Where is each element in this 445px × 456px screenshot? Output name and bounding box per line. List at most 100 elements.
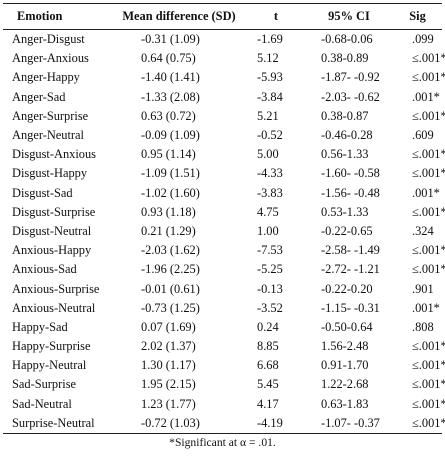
cell-t: 0.24	[257, 319, 279, 334]
cell-emotion: Disgust-Neutral	[12, 223, 92, 238]
cell-sig: ≤.001*	[412, 204, 445, 219]
header-t: t	[247, 3, 305, 30]
cell-ci: 1.56-2.48	[321, 339, 369, 354]
cell-t: -3.83	[257, 185, 283, 200]
cell-sig: ≤.001*	[412, 108, 445, 123]
table-row: Anxious-Sad -1.96 (2.25) -5.25 -2.72- -1.21…	[3, 260, 445, 279]
cell-mean-difference: 0.64 (0.75)	[141, 51, 196, 66]
cell-sig: ≤.001*	[412, 243, 445, 258]
cell-emotion: Disgust-Happy	[12, 166, 88, 181]
cell-mean-difference: 0.63 (0.72)	[141, 108, 196, 123]
cell-sig: ≤.001*	[412, 396, 445, 411]
cell-emotion: Happy-Sad	[12, 319, 68, 334]
cell-ci: -0.68-0.06	[321, 32, 373, 47]
cell-emotion: Sad-Neutral	[12, 396, 72, 411]
cell-emotion: Anxious-Neutral	[12, 300, 96, 315]
cell-sig: .001*	[412, 89, 440, 104]
cell-sig: ≤.001*	[412, 262, 445, 277]
cell-t: 6.68	[257, 358, 279, 373]
cell-ci: -2.72- -1.21	[321, 262, 380, 277]
cell-emotion: Anger-Disgust	[12, 32, 85, 47]
table-row: Anxious-Happy -2.03 (1.62) -7.53 -2.58- -1.…	[3, 241, 445, 260]
cell-emotion: Anger-Surprise	[12, 108, 89, 123]
cell-sig: .324	[412, 223, 434, 238]
cell-t: -0.13	[257, 281, 283, 296]
header-emotion: Emotion	[3, 3, 111, 30]
cell-sig: ≤.001*	[412, 339, 445, 354]
table-row: Disgust-Happy -1.09 (1.51) -4.33 -1.60- -0.…	[3, 164, 445, 183]
comparison-table: Emotion Mean difference (SD) t 95% CI Si…	[3, 3, 445, 434]
cell-mean-difference: -0.73 (1.25)	[141, 300, 200, 315]
cell-ci: 1.22-2.68	[321, 377, 369, 392]
cell-t: 5.12	[257, 51, 279, 66]
table-row: Disgust-Surprise 0.93 (1.18) 4.75 0.53-1.33…	[3, 203, 445, 222]
cell-mean-difference: 1.95 (2.15)	[141, 377, 196, 392]
cell-t: -3.84	[257, 89, 283, 104]
cell-ci: 0.63-1.83	[321, 396, 369, 411]
cell-t: -7.53	[257, 243, 283, 258]
cell-ci: -2.03- -0.62	[321, 89, 380, 104]
cell-mean-difference: -0.31 (1.09)	[141, 32, 200, 47]
cell-mean-difference: 0.07 (1.69)	[141, 319, 196, 334]
cell-ci: 0.91-1.70	[321, 358, 369, 373]
cell-sig: .901	[412, 281, 434, 296]
cell-ci: -1.15- -0.31	[321, 300, 380, 315]
table-row: Happy-Neutral 1.30 (1.17) 6.68 0.91-1.70 ≤.0…	[3, 356, 445, 375]
cell-mean-difference: 0.93 (1.18)	[141, 204, 196, 219]
table-row: Surprise-Neutral -0.72 (1.03) -4.19 -1.07- …	[3, 413, 445, 434]
cell-sig: .808	[412, 319, 434, 334]
cell-t: -3.52	[257, 300, 283, 315]
cell-emotion: Anxious-Sad	[12, 262, 77, 277]
table-row: Anger-Anxious 0.64 (0.75) 5.12 0.38-0.89 ≤.0…	[3, 49, 445, 68]
cell-emotion: Surprise-Neutral	[3, 413, 111, 434]
cell-mean-difference: -1.40 (1.41)	[141, 70, 200, 85]
cell-sig: ≤.001*	[412, 358, 445, 373]
cell-mean-difference: -2.03 (1.62)	[141, 243, 200, 258]
cell-mean-difference: -1.96 (2.25)	[141, 262, 200, 277]
table-row: Happy-Surprise 2.02 (1.37) 8.85 1.56-2.48 ≤.…	[3, 337, 445, 356]
cell-emotion: Disgust-Anxious	[12, 147, 96, 162]
cell-ci: -0.46-0.28	[321, 128, 373, 143]
cell-mean-difference: -1.02 (1.60)	[141, 185, 200, 200]
cell-emotion: Anxious-Happy	[12, 243, 92, 258]
table-row: Anger-Surprise 0.63 (0.72) 5.21 0.38-0.87 ≤.…	[3, 107, 445, 126]
table-row: Sad-Neutral 1.23 (1.77) 4.17 0.63-1.83 ≤.001…	[3, 395, 445, 414]
cell-mean-difference: 0.95 (1.14)	[141, 147, 196, 162]
table-row: Disgust-Sad -1.02 (1.60) -3.83 -1.56- -0.48…	[3, 184, 442, 203]
cell-emotion: Disgust-Sad	[12, 185, 73, 200]
cell-ci: -1.07- -0.37	[305, 413, 393, 434]
table-row: Sad-Surprise 1.95 (2.15) 5.45 1.22-2.68 ≤.00…	[3, 375, 445, 394]
cell-t: 8.85	[257, 339, 279, 354]
table-row: Disgust-Anxious 0.95 (1.14) 5.00 0.56-1.33 ≤…	[3, 145, 445, 164]
table-footnote: *Significant at α = .01.	[169, 436, 276, 449]
cell-t: -1.69	[257, 32, 283, 47]
cell-mean-difference: -0.72 (1.03)	[111, 413, 247, 434]
cell-ci: -0.22-0.65	[321, 223, 373, 238]
cell-ci: 0.38-0.87	[321, 108, 369, 123]
header-mean-difference: Mean difference (SD)	[111, 3, 247, 30]
cell-sig: .001*	[412, 185, 440, 200]
cell-ci: 0.56-1.33	[321, 147, 369, 162]
table-body: Anger-Disgust -0.31 (1.09) -1.69 -0.68-0.06…	[3, 30, 445, 434]
cell-mean-difference: -0.09 (1.09)	[141, 128, 200, 143]
cell-ci: 0.38-0.89	[321, 51, 369, 66]
table-header: Emotion Mean difference (SD) t 95% CI Si…	[3, 3, 442, 30]
cell-sig: ≤.001*	[393, 413, 445, 434]
cell-t: 5.00	[257, 147, 279, 162]
header-sig: Sig	[393, 3, 442, 30]
table-row: Anxious-Surprise -0.01 (0.61) -0.13 -0.22-0…	[3, 279, 442, 298]
cell-emotion: Anger-Sad	[12, 89, 66, 104]
cell-mean-difference: -1.09 (1.51)	[141, 166, 200, 181]
header-row: Emotion Mean difference (SD) t 95% CI Si…	[3, 3, 442, 30]
cell-sig: ≤.001*	[412, 377, 445, 392]
cell-mean-difference: -0.01 (0.61)	[141, 281, 200, 296]
cell-sig: ≤.001*	[412, 166, 445, 181]
cell-mean-difference: 1.30 (1.17)	[141, 358, 196, 373]
cell-emotion: Anger-Happy	[12, 70, 80, 85]
cell-t: 4.17	[257, 396, 279, 411]
table-row: Anger-Happy -1.40 (1.41) -5.93 -1.87- -0.92…	[3, 68, 445, 87]
cell-t: -5.25	[257, 262, 283, 277]
cell-emotion: Happy-Neutral	[12, 358, 87, 373]
table-row: Happy-Sad 0.07 (1.69) 0.24 -0.50-0.64 .808	[3, 318, 442, 337]
